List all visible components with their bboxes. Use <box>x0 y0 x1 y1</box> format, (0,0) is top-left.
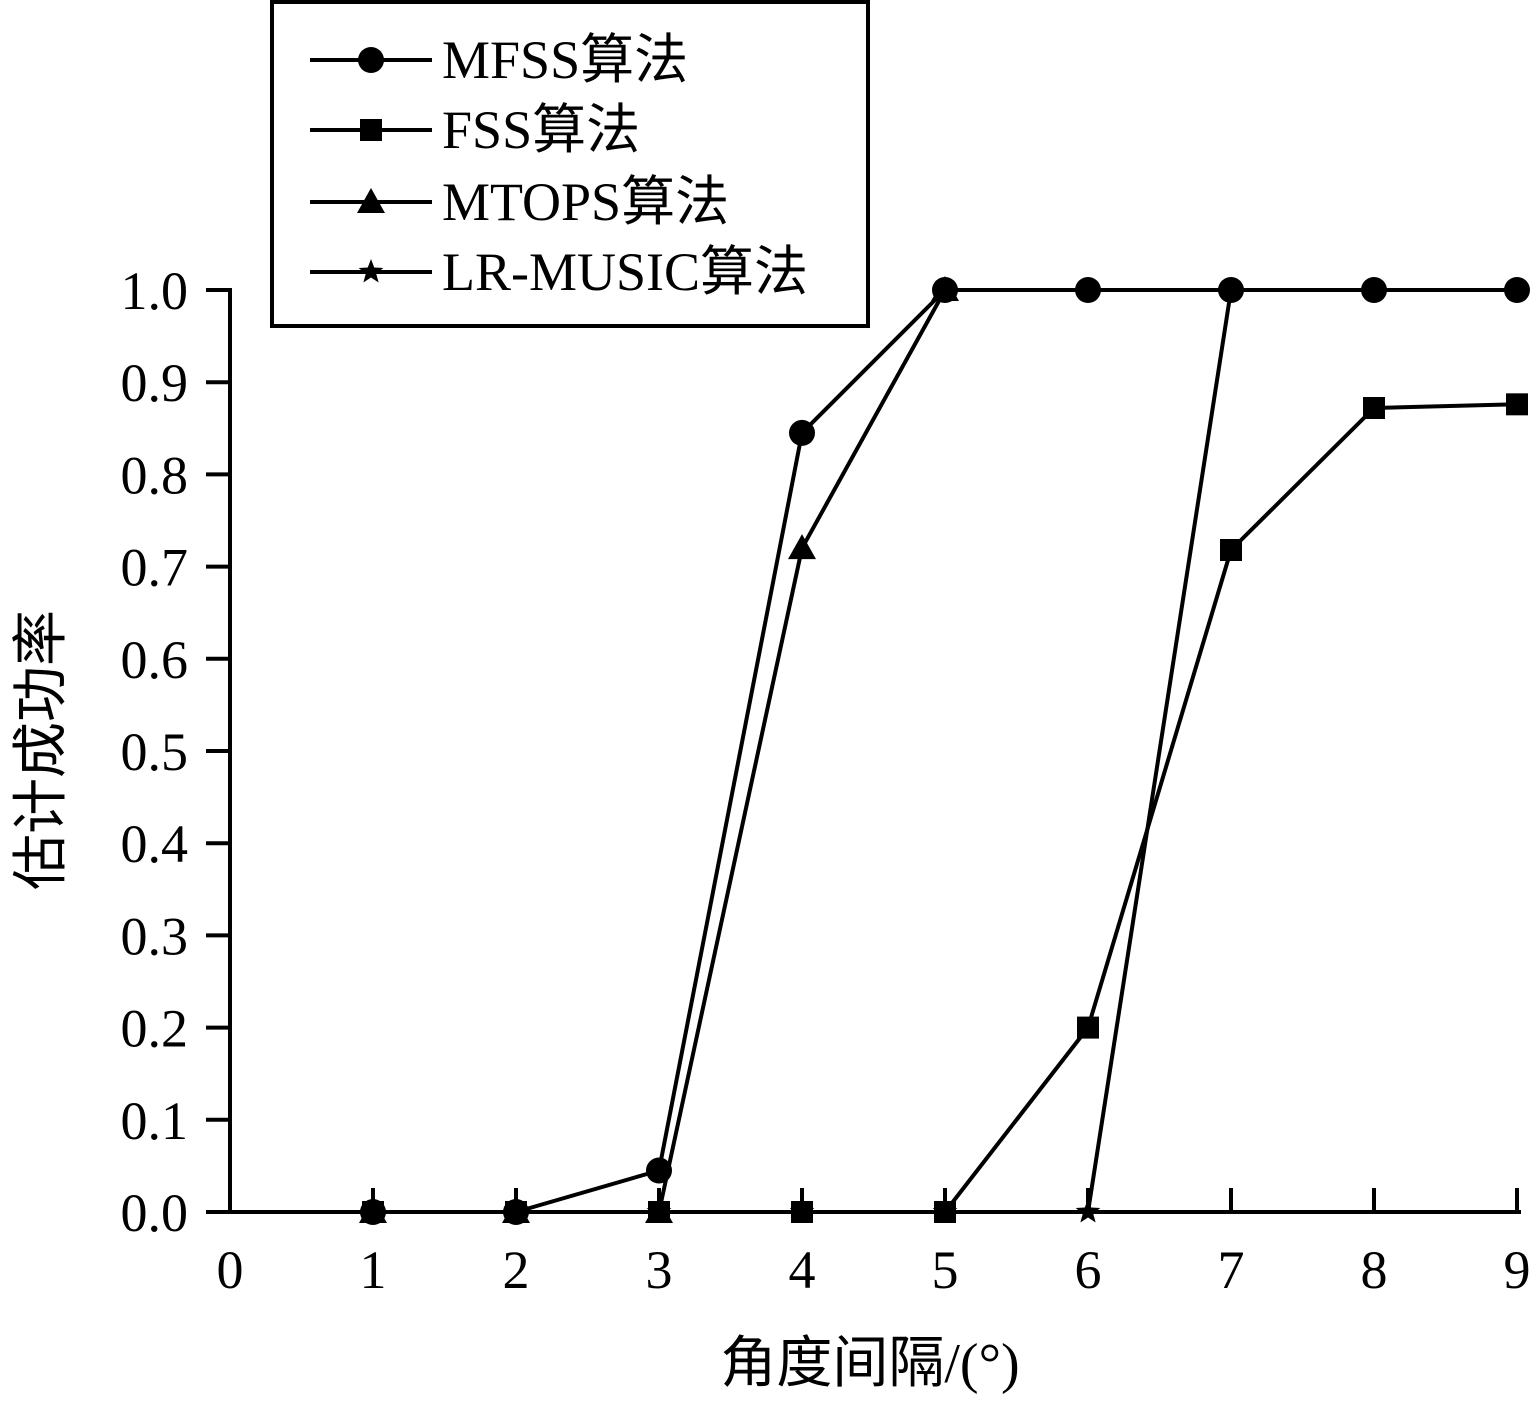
x-tick-label: 8 <box>1361 1240 1388 1300</box>
y-tick-label: 0.9 <box>121 353 189 413</box>
series-layer <box>359 276 1530 1225</box>
data-point <box>1504 277 1530 303</box>
legend-label: MTOPS算法 <box>442 172 729 232</box>
legend-item: MFSS算法 <box>310 30 688 90</box>
series-square <box>362 393 1528 1223</box>
data-point <box>788 534 816 560</box>
data-point <box>1075 277 1101 303</box>
x-tick-label: 3 <box>646 1240 673 1300</box>
data-point <box>934 1201 956 1223</box>
series-line <box>373 402 1518 1214</box>
y-tick-label: 0.7 <box>121 538 189 598</box>
y-tick-label: 0.8 <box>121 445 189 505</box>
data-point <box>503 1199 529 1225</box>
y-tick-label: 0.0 <box>121 1183 189 1243</box>
series-circle <box>360 277 1530 1225</box>
data-point <box>1361 277 1387 303</box>
data-point <box>1220 539 1242 562</box>
legend-marker <box>358 47 384 73</box>
legend-label: LR-MUSIC算法 <box>442 242 808 302</box>
x-tick-label: 6 <box>1075 1240 1102 1300</box>
x-tick-label: 7 <box>1218 1240 1245 1300</box>
data-point <box>1218 277 1244 303</box>
y-axis-label: 估计成功率 <box>11 610 73 890</box>
legend: MFSS算法 FSS算法 MTOPS算法 LR-MUSIC算法 <box>270 0 870 328</box>
y-tick-label: 0.2 <box>121 999 189 1059</box>
legend-marker <box>360 119 382 141</box>
legend-item: MTOPS算法 <box>310 172 729 232</box>
data-point <box>360 1199 386 1225</box>
data-point <box>648 1201 670 1223</box>
x-tick-label: 2 <box>503 1240 530 1300</box>
data-point <box>646 1157 672 1184</box>
y-axis-ticks: 0.0 0.1 0.2 0.3 0.4 0.5 0.6 0.7 0.8 0.9 1.0 <box>121 261 230 1243</box>
legend-item: FSS算法 <box>310 100 640 160</box>
legend-item: LR-MUSIC算法 <box>310 242 808 302</box>
x-axis-label: 角度间隔/(°) <box>720 1333 1019 1395</box>
x-axis-ticks: 0 1 2 3 4 5 6 7 8 9 <box>217 1188 1531 1300</box>
y-tick-label: 0.6 <box>121 630 189 690</box>
y-tick-label: 0.3 <box>121 906 189 966</box>
x-tick-label: 0 <box>217 1240 244 1300</box>
data-point <box>1075 1199 1101 1223</box>
data-point <box>1506 393 1528 416</box>
data-point <box>932 277 958 303</box>
data-point <box>791 1201 813 1223</box>
y-tick-label: 0.5 <box>121 722 189 782</box>
series-triangle <box>359 276 959 1223</box>
data-point <box>1363 397 1385 420</box>
axes <box>228 288 1521 1214</box>
series-line <box>373 288 1517 1214</box>
x-tick-label: 5 <box>932 1240 959 1300</box>
x-tick-label: 1 <box>360 1240 387 1300</box>
series-line <box>373 289 947 1214</box>
y-tick-label: 0.1 <box>121 1091 189 1151</box>
legend-label: FSS算法 <box>442 100 640 160</box>
data-point <box>789 419 815 446</box>
data-point <box>1077 1016 1099 1039</box>
y-tick-label: 1.0 <box>121 261 189 321</box>
series-star <box>360 277 1244 1223</box>
legend-label: MFSS算法 <box>442 30 688 90</box>
x-tick-label: 9 <box>1504 1240 1531 1300</box>
x-tick-label: 4 <box>789 1240 816 1300</box>
legend-marker <box>357 188 385 213</box>
y-tick-label: 0.4 <box>121 814 189 874</box>
legend-marker <box>358 259 384 283</box>
